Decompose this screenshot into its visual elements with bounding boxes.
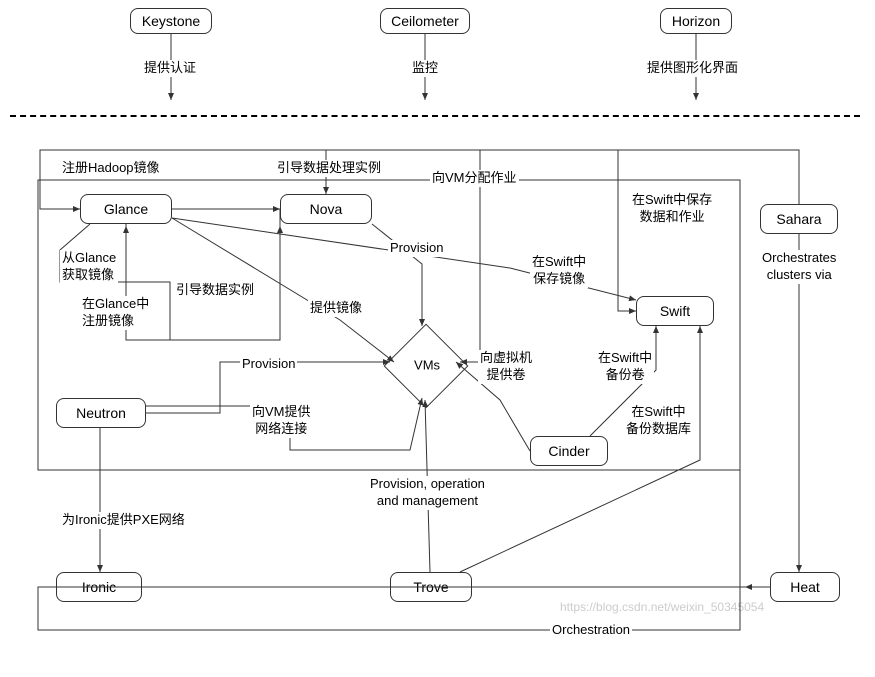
label-prov-op-mgmt: Provision, operation and management bbox=[368, 476, 487, 510]
label-provide-img: 提供镜像 bbox=[308, 300, 364, 317]
label-orchestration: Orchestration bbox=[550, 622, 632, 639]
label-provision2: Provision bbox=[240, 356, 297, 373]
node-cinder: Cinder bbox=[530, 436, 608, 466]
label-from-glance: 从Glance 获取镜像 bbox=[60, 250, 118, 284]
label-save-img-swift: 在Swift中 保存镜像 bbox=[530, 254, 588, 288]
node-label: Ironic bbox=[82, 579, 116, 595]
node-label: VMs bbox=[414, 357, 440, 372]
label-reg-hadoop: 注册Hadoop镜像 bbox=[60, 160, 162, 177]
label-assign-vm: 向VM分配作业 bbox=[430, 170, 519, 187]
label-in-glance-reg: 在Glance中 注册镜像 bbox=[80, 296, 151, 330]
node-label: Trove bbox=[413, 579, 448, 595]
node-label: Neutron bbox=[76, 405, 126, 421]
label-pxe-net: 为Ironic提供PXE网络 bbox=[60, 512, 187, 529]
node-ironic: Ironic bbox=[56, 572, 142, 602]
node-label: Ceilometer bbox=[391, 13, 459, 29]
label-boot-dp-inst: 引导数据处理实例 bbox=[275, 160, 383, 177]
node-neutron: Neutron bbox=[56, 398, 146, 428]
node-nova: Nova bbox=[280, 194, 372, 224]
label-boot-data-inst: 引导数据实例 bbox=[174, 282, 256, 299]
node-label: Keystone bbox=[142, 13, 200, 29]
node-label: Swift bbox=[660, 303, 690, 319]
label-backup-vol: 在Swift中 备份卷 bbox=[596, 350, 654, 384]
node-horizon: Horizon bbox=[660, 8, 732, 34]
label-to-vm-vol: 向虚拟机 提供卷 bbox=[478, 350, 534, 384]
node-label: Heat bbox=[790, 579, 820, 595]
dashed-separator bbox=[10, 115, 860, 117]
node-trove: Trove bbox=[390, 572, 472, 602]
label-horizon-sub: 提供图形化界面 bbox=[645, 60, 740, 77]
node-label: Cinder bbox=[548, 443, 589, 459]
node-label: Sahara bbox=[776, 211, 821, 227]
watermark: https://blog.csdn.net/weixin_50345054 bbox=[560, 600, 764, 614]
node-vms: VMs bbox=[384, 324, 469, 409]
node-label: Glance bbox=[104, 201, 148, 217]
node-sahara: Sahara bbox=[760, 204, 838, 234]
label-save-swift: 在Swift中保存 数据和作业 bbox=[630, 192, 714, 226]
label-keystone-sub: 提供认证 bbox=[142, 60, 198, 77]
node-swift: Swift bbox=[636, 296, 714, 326]
node-label: Horizon bbox=[672, 13, 720, 29]
node-ceilometer: Ceilometer bbox=[380, 8, 470, 34]
label-orchestrates: Orchestrates clusters via bbox=[760, 250, 838, 284]
node-label: Nova bbox=[310, 201, 343, 217]
label-backup-db: 在Swift中 备份数据库 bbox=[624, 404, 693, 438]
node-heat: Heat bbox=[770, 572, 840, 602]
label-ceilometer-sub: 监控 bbox=[410, 60, 440, 77]
node-keystone: Keystone bbox=[130, 8, 212, 34]
label-vm-net: 向VM提供 网络连接 bbox=[250, 404, 313, 438]
node-glance: Glance bbox=[80, 194, 172, 224]
label-provision1: Provision bbox=[388, 240, 445, 257]
